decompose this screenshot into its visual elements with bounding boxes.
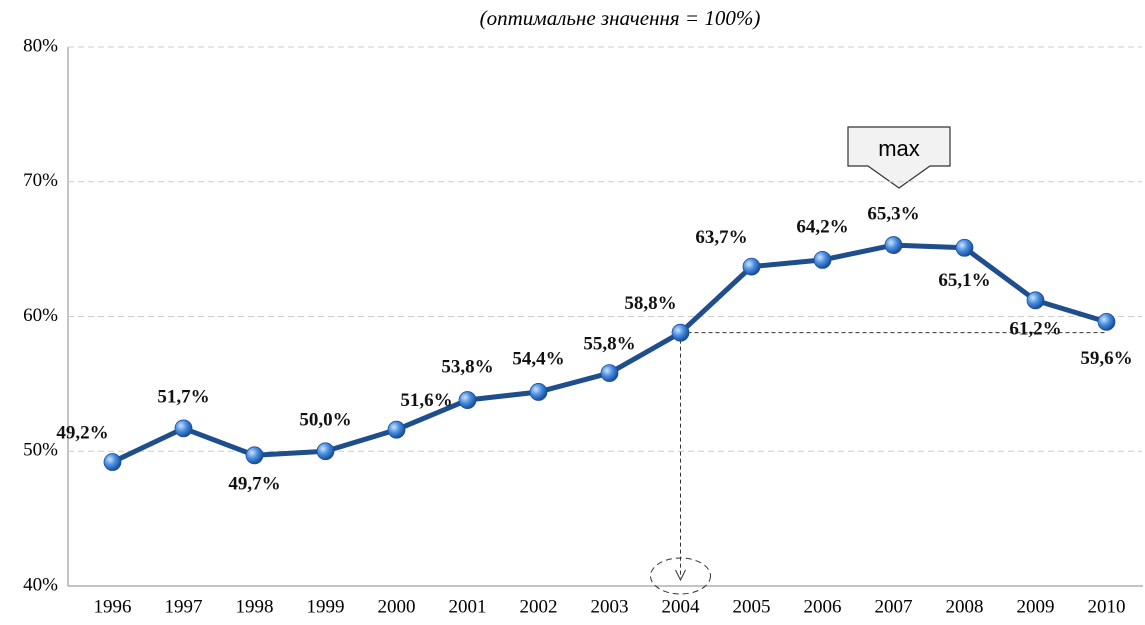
x-tick-label: 2010 [1088, 596, 1126, 617]
data-label: 49,7% [228, 474, 280, 495]
data-point [245, 446, 264, 465]
x-tick-label: 1999 [307, 596, 345, 617]
data-label: 59,6% [1080, 348, 1132, 369]
reference-circle [650, 557, 711, 595]
data-label: 63,7% [695, 227, 747, 248]
annotation: max [878, 136, 920, 161]
data-point [529, 383, 548, 401]
data-label: 61,2% [1009, 319, 1061, 340]
data-point [600, 364, 619, 382]
data-label: 64,2% [796, 216, 848, 237]
x-tick-label: 1998 [236, 596, 274, 617]
x-tick-label: 2005 [733, 596, 771, 617]
y-tick-label: 50% [23, 440, 58, 461]
x-tick-label: 1996 [94, 596, 132, 617]
data-label: 51,6% [400, 390, 452, 411]
y-tick-label: 40% [23, 574, 58, 595]
data-point [1026, 291, 1045, 310]
x-tick-label: 2003 [591, 596, 629, 617]
data-point [955, 238, 974, 257]
data-point [103, 453, 122, 471]
data-label: 50,0% [299, 410, 351, 431]
data-point [884, 236, 903, 254]
y-tick-label: 60% [23, 305, 58, 326]
data-label: 53,8% [441, 356, 493, 377]
data-point [458, 391, 477, 409]
data-point [742, 257, 761, 276]
data-point [387, 420, 406, 439]
data-point [813, 251, 832, 269]
x-tick-label: 2001 [449, 596, 487, 617]
data-label: 55,8% [583, 333, 635, 354]
data-label: 51,7% [157, 387, 209, 408]
max-callout: max [847, 126, 951, 189]
x-tick-label: 2007 [875, 596, 913, 617]
x-tick-label: 2002 [520, 596, 558, 617]
data-point [316, 442, 335, 461]
x-tick-label: 2000 [378, 596, 416, 617]
x-tick-label: 2006 [804, 596, 842, 617]
data-label: 65,1% [938, 270, 990, 291]
x-tick-label: 2009 [1017, 596, 1055, 617]
data-label: 54,4% [512, 348, 564, 369]
data-label: 49,2% [56, 422, 108, 443]
data-point [1097, 312, 1116, 331]
x-tick-label: 1997 [165, 596, 203, 617]
data-label: 58,8% [624, 293, 676, 314]
data-point [671, 323, 690, 342]
data-point [174, 419, 193, 438]
reference-arrow [675, 569, 686, 582]
chart-subtitle: (оптимальне значення = 100%) [480, 6, 761, 30]
x-tick-label: 2004 [662, 596, 701, 617]
data-label: 65,3% [867, 203, 919, 224]
y-tick-label: 70% [23, 170, 58, 191]
x-tick-label: 2008 [946, 596, 984, 617]
y-tick-label: 80% [23, 35, 58, 56]
